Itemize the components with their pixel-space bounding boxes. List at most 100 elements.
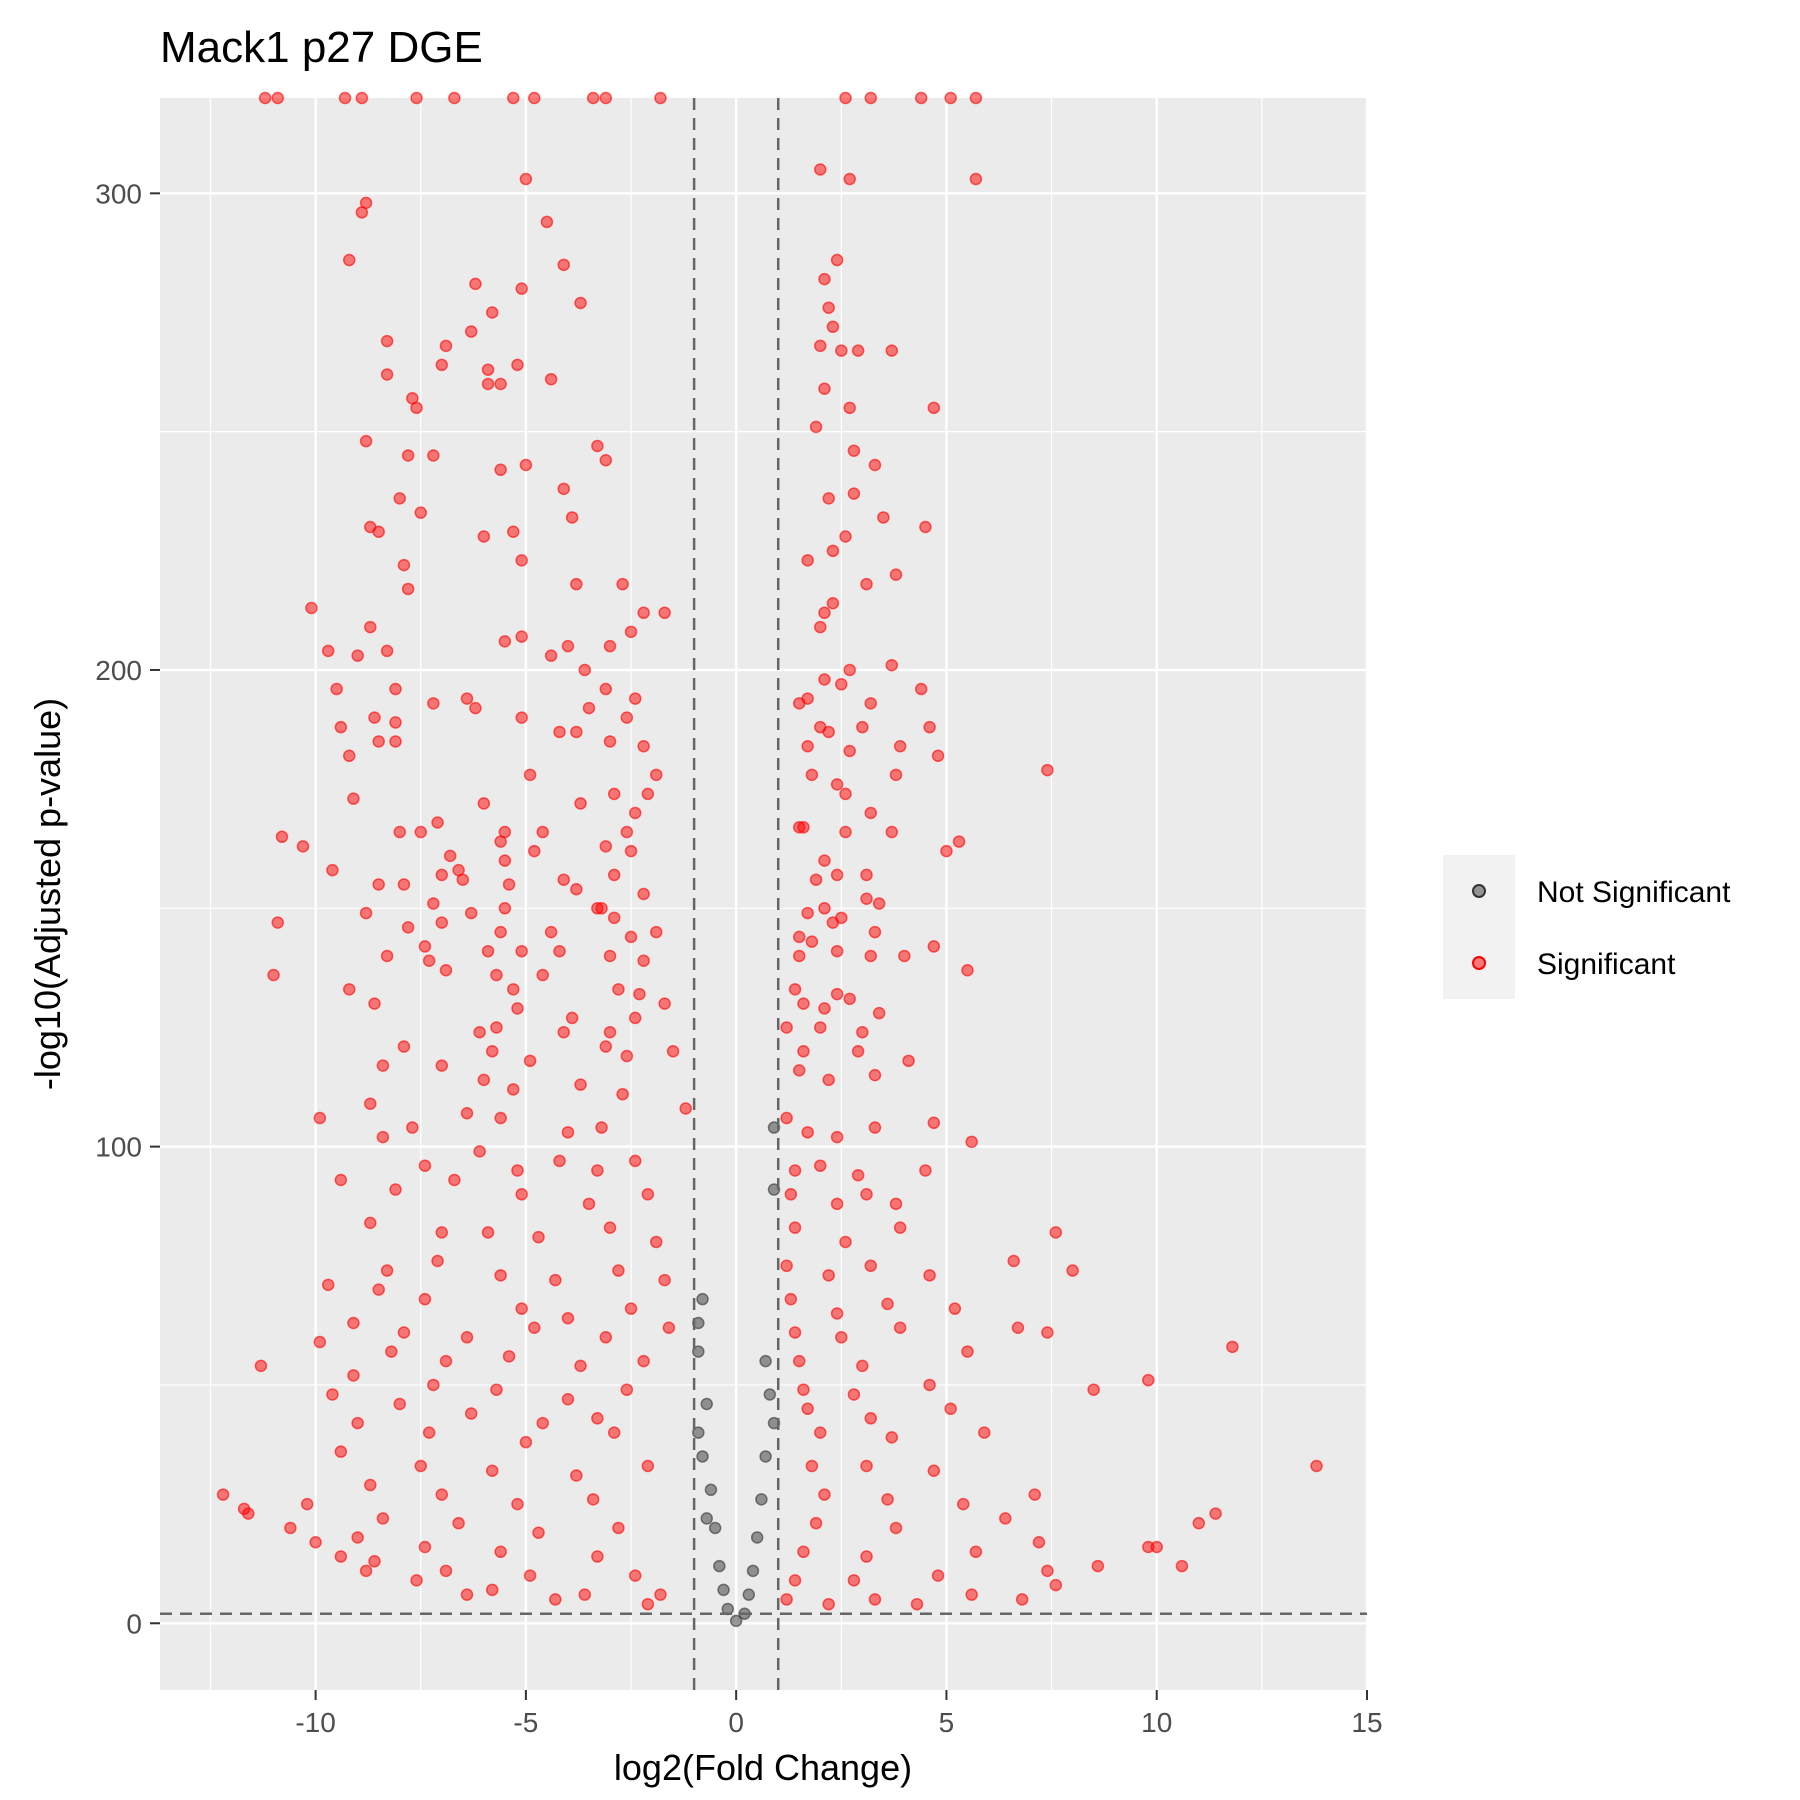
data-point: [780, 1021, 793, 1034]
data-point: [578, 1588, 592, 1601]
data-point: [431, 816, 444, 829]
data-point: [893, 739, 907, 753]
data-point: [872, 897, 886, 910]
data-point: [435, 1488, 449, 1501]
data-point: [330, 682, 343, 696]
data-point: [704, 1483, 718, 1497]
data-point: [591, 1164, 604, 1177]
data-point: [729, 1614, 743, 1628]
data-point: [797, 997, 810, 1010]
data-point: [414, 1459, 427, 1473]
data-point: [847, 1574, 861, 1587]
data-point: [464, 1407, 478, 1420]
data-point: [393, 1397, 406, 1411]
data-point: [582, 1197, 596, 1211]
data-point: [885, 825, 899, 839]
data-point: [607, 787, 621, 801]
data-point: [923, 720, 936, 734]
data-point: [940, 844, 953, 858]
data-point: [599, 454, 613, 467]
data-point: [607, 1426, 621, 1439]
data-point: [498, 902, 512, 915]
data-point: [607, 868, 621, 882]
data-point: [969, 172, 983, 186]
data-point: [931, 749, 945, 763]
data-point: [507, 1083, 520, 1096]
data-point: [700, 1397, 713, 1411]
data-point: [296, 840, 310, 853]
data-point: [814, 1426, 827, 1439]
data-point: [561, 639, 575, 653]
data-point: [376, 1059, 390, 1072]
data-point: [835, 344, 848, 357]
data-point: [713, 1559, 726, 1573]
y-axis: 0 100 200 300: [95, 178, 160, 1639]
data-point: [397, 1040, 411, 1053]
data-point: [439, 964, 453, 977]
data-point: [864, 806, 877, 820]
data-point: [334, 1173, 348, 1187]
data-point: [792, 1064, 806, 1077]
data-point: [633, 987, 646, 1001]
data-point: [570, 577, 583, 591]
data-point: [759, 1450, 772, 1463]
data-point: [528, 844, 541, 858]
y-tick-label: 100: [95, 1132, 142, 1163]
data-point: [364, 620, 377, 634]
data-point: [477, 797, 491, 810]
data-point: [401, 449, 415, 462]
data-point: [830, 1130, 844, 1144]
data-point: [809, 873, 823, 886]
data-point: [843, 744, 856, 758]
data-point: [313, 1335, 327, 1349]
data-point: [624, 844, 638, 858]
data-point: [435, 1226, 449, 1239]
data-point: [961, 964, 974, 977]
data-point: [591, 1412, 604, 1425]
data-point: [902, 1054, 915, 1068]
data-point: [746, 1564, 760, 1578]
data-point: [321, 644, 335, 658]
data-point: [847, 487, 861, 500]
data-point: [599, 1040, 613, 1053]
data-point: [502, 878, 516, 891]
data-point: [839, 1235, 852, 1249]
data-point: [364, 1097, 377, 1110]
data-point: [427, 897, 440, 910]
data-point: [393, 825, 406, 839]
data-point: [919, 520, 932, 534]
data-point: [553, 944, 566, 958]
data-point: [515, 944, 528, 958]
data-point: [637, 739, 650, 753]
data-point: [780, 1593, 793, 1606]
data-point: [473, 1145, 486, 1158]
data-point: [641, 1459, 655, 1473]
data-point: [788, 983, 802, 996]
data-point: [927, 1464, 941, 1477]
data-point: [750, 1531, 764, 1544]
data-point: [511, 1002, 524, 1015]
data-point: [860, 1459, 873, 1473]
data-point: [561, 1311, 575, 1325]
data-point: [364, 1216, 377, 1230]
data-point: [1041, 1326, 1054, 1339]
data-point: [927, 401, 941, 415]
data-point: [801, 554, 814, 567]
data-point: [755, 1493, 768, 1506]
data-point: [851, 344, 865, 357]
data-point: [881, 1297, 894, 1311]
data-point: [914, 682, 928, 696]
data-point: [410, 91, 423, 105]
data-point: [519, 172, 533, 186]
data-point: [406, 1121, 419, 1134]
data-point: [801, 1126, 814, 1139]
data-point: [628, 692, 642, 705]
data-point: [389, 735, 402, 748]
data-point: [586, 1493, 600, 1506]
data-point: [544, 649, 558, 662]
data-point: [818, 902, 831, 915]
data-point: [868, 1121, 882, 1134]
data-point: [481, 944, 495, 958]
data-point: [498, 854, 512, 867]
